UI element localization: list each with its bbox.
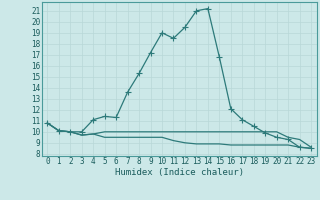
X-axis label: Humidex (Indice chaleur): Humidex (Indice chaleur) bbox=[115, 168, 244, 177]
